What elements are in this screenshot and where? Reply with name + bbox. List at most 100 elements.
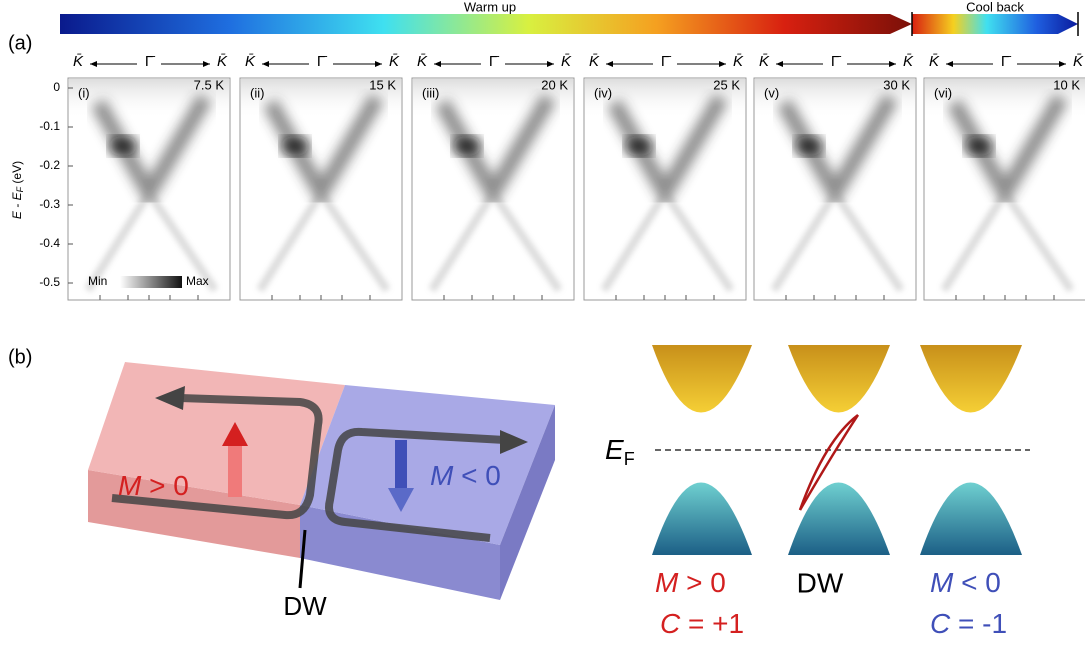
- block-diagram: M > 0 M < 0 DW: [88, 362, 555, 621]
- relation: > 0: [678, 567, 725, 598]
- panel-label: (b): [8, 346, 32, 368]
- intensity-max: [281, 136, 309, 156]
- k-label: K̄: [929, 53, 940, 70]
- band-diagram: EF M > 0 C = +1 DW M < 0 C = -1: [605, 345, 1030, 639]
- sub: F: [624, 449, 635, 469]
- valence-band: [652, 482, 752, 555]
- intensity-max: [795, 136, 823, 156]
- k-label: K̄: [759, 53, 770, 70]
- symbol: M: [930, 567, 954, 598]
- panel-index: (vi): [934, 85, 952, 100]
- k-label: K̄: [417, 53, 428, 70]
- k-label: K̄: [589, 53, 600, 70]
- k-label: K̄: [217, 53, 228, 70]
- y-tick-label: -0.3: [39, 197, 60, 211]
- relation: = -1: [950, 608, 1007, 639]
- k-label: K̄: [561, 53, 572, 70]
- dirac-cone-lower: [940, 185, 1075, 293]
- arrow-head: [375, 61, 382, 67]
- panel-index: (v): [764, 85, 779, 100]
- dirac-cone-lower: [256, 185, 391, 293]
- blue-side: [500, 405, 555, 600]
- arrow-head: [155, 386, 185, 410]
- temperature: 10 K: [1053, 77, 1080, 92]
- arrow-head: [500, 430, 528, 454]
- relation: > 0: [141, 470, 188, 501]
- y-tick-label: 0: [53, 80, 60, 94]
- magnet-arrow-head: [222, 422, 248, 446]
- intensity-max: [625, 136, 653, 156]
- dirac-cone-lower: [428, 185, 563, 293]
- y-tick-label: -0.5: [39, 275, 60, 289]
- magnet-arrow: [228, 442, 242, 497]
- arrow-head: [889, 61, 896, 67]
- intensity-max: [453, 136, 481, 156]
- k-label: K̄: [1073, 53, 1084, 70]
- arrow-head: [1059, 61, 1066, 67]
- arrow-head: [719, 61, 726, 67]
- m-negative-label: M < 0: [930, 567, 1001, 598]
- arrow-head: [203, 61, 210, 67]
- intensity-max: [965, 136, 993, 156]
- panel-label: (a): [8, 32, 32, 54]
- warm-up-label: Warm up: [464, 0, 516, 14]
- arpes-panels: (i) 7.5 K K̄ Γ̄ K̄ 0 -0.1 -0.2 -0.3 -0.4 -0.5 Min Ma…: [39, 53, 1085, 301]
- pink-front: [88, 470, 300, 558]
- temperature: 25 K: [713, 77, 740, 92]
- colorbar-max: Max: [186, 274, 209, 288]
- temperature: 15 K: [369, 77, 396, 92]
- symbol: M: [655, 567, 679, 598]
- edge-state: [798, 414, 859, 511]
- gamma-label: Γ̄: [831, 53, 841, 70]
- valence-band: [920, 482, 1022, 555]
- arrow-head: [606, 61, 613, 67]
- gamma-label: Γ̄: [661, 53, 671, 70]
- conduction-band: [920, 345, 1022, 413]
- symbol: C: [660, 608, 681, 639]
- dw-label: DW: [797, 567, 844, 598]
- arrow-head: [434, 61, 441, 67]
- edge-current: [325, 427, 506, 542]
- symbol: C: [930, 608, 951, 639]
- dw-pointer: [298, 529, 307, 589]
- panel-index: (ii): [250, 85, 264, 100]
- k-label: K̄: [245, 53, 256, 70]
- gamma-label: Γ̄: [317, 53, 327, 70]
- cool-back-arrow: [912, 14, 1078, 34]
- temperature: 30 K: [883, 77, 910, 92]
- y-tick-label: -0.4: [39, 236, 60, 250]
- y-tick-label: -0.1: [39, 119, 60, 133]
- magnet-arrow-head: [388, 488, 414, 512]
- magnet-arrow: [395, 440, 407, 492]
- valence-band: [788, 482, 890, 555]
- temperature: 7.5 K: [194, 77, 225, 92]
- panel-index: (iii): [422, 85, 439, 100]
- m-positive-label: M > 0: [118, 470, 189, 501]
- conduction-band: [652, 345, 752, 413]
- dirac-cone-lower: [600, 185, 735, 293]
- gamma-label: Γ̄: [1001, 53, 1011, 70]
- main: E: [605, 434, 624, 465]
- chern-label: C = +1: [660, 608, 744, 639]
- y-tick-label: -0.2: [39, 158, 60, 172]
- dirac-cone-lower: [770, 185, 905, 293]
- blue-top: [300, 385, 555, 545]
- arrow-head: [262, 61, 269, 67]
- relation: < 0: [453, 460, 500, 491]
- m-positive-label: M > 0: [655, 567, 726, 598]
- temperature: 20 K: [541, 77, 568, 92]
- cool-back-label: Cool back: [966, 0, 1024, 14]
- arrow-head: [90, 61, 97, 67]
- k-label: K̄: [389, 53, 400, 70]
- edge-current: [111, 394, 323, 520]
- m-negative-label: M < 0: [430, 460, 501, 491]
- fermi-label: EF: [605, 434, 635, 468]
- arrow-head: [776, 61, 783, 67]
- y-axis-sub: F: [15, 186, 25, 192]
- intensity-max: [109, 136, 137, 156]
- arrow-head: [946, 61, 953, 67]
- relation: < 0: [953, 567, 1000, 598]
- warm-up-arrow: [60, 14, 912, 34]
- conduction-band: [788, 345, 890, 413]
